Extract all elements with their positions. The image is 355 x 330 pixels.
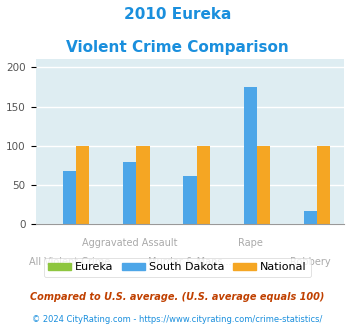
Bar: [304, 211, 317, 224]
Bar: [317, 146, 330, 224]
Text: Violent Crime Comparison: Violent Crime Comparison: [66, 40, 289, 54]
Bar: [123, 162, 136, 224]
Bar: [244, 87, 257, 224]
Legend: Eureka, South Dakota, National: Eureka, South Dakota, National: [44, 258, 311, 277]
Bar: [257, 146, 270, 224]
Bar: [183, 177, 197, 224]
Text: Rape: Rape: [238, 238, 263, 248]
Bar: [63, 171, 76, 224]
Text: Compared to U.S. average. (U.S. average equals 100): Compared to U.S. average. (U.S. average …: [30, 292, 325, 302]
Text: Robbery: Robbery: [290, 257, 331, 267]
Text: 2010 Eureka: 2010 Eureka: [124, 7, 231, 21]
Bar: [197, 146, 210, 224]
Text: Murder & Mans...: Murder & Mans...: [148, 257, 232, 267]
Text: © 2024 CityRating.com - https://www.cityrating.com/crime-statistics/: © 2024 CityRating.com - https://www.city…: [32, 315, 323, 324]
Text: Aggravated Assault: Aggravated Assault: [82, 238, 178, 248]
Text: All Violent Crime: All Violent Crime: [29, 257, 110, 267]
Bar: [136, 146, 149, 224]
Bar: [76, 146, 89, 224]
